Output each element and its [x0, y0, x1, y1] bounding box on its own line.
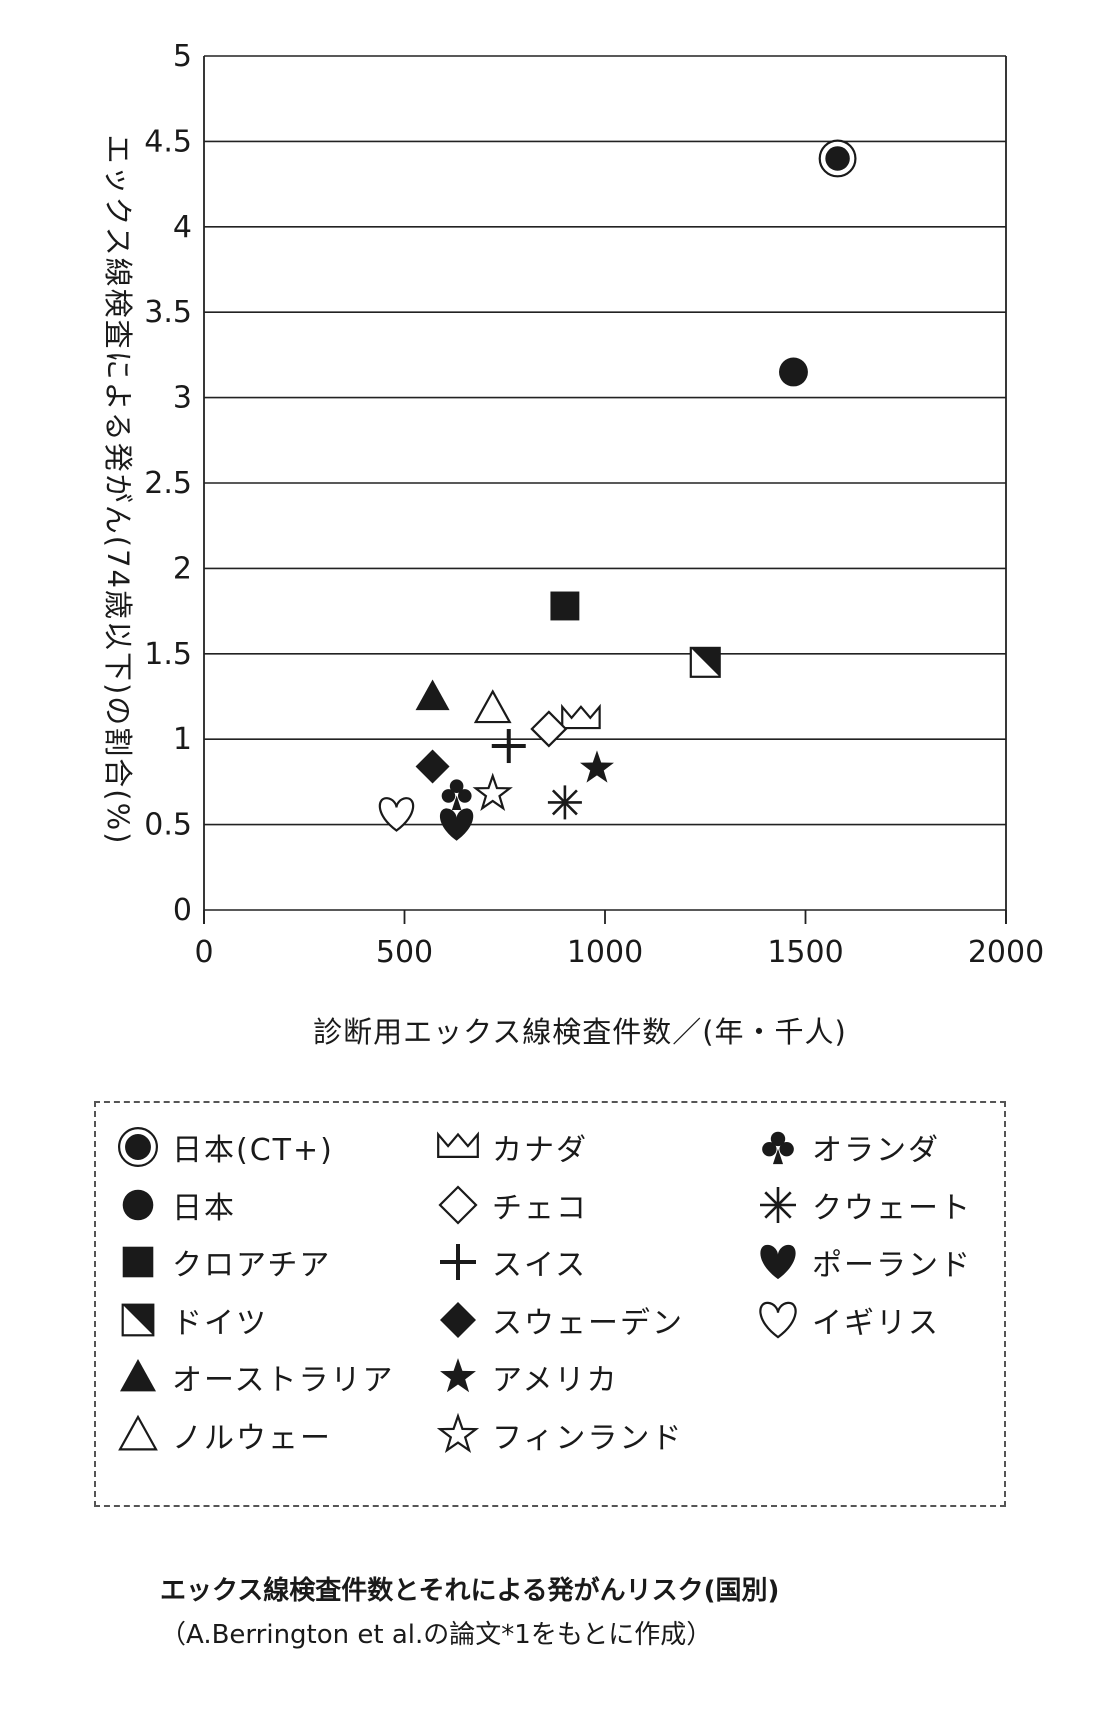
- x-axis-title: 診断用エックス線検査件数／(年・千人): [313, 1015, 847, 1049]
- legend-heart-icon: [760, 1244, 796, 1280]
- legend-label: チェコ: [492, 1190, 588, 1226]
- data-point-diamond-open: [530, 710, 568, 748]
- data-point-square: [550, 591, 580, 621]
- legend-item: オーストラリア: [114, 1352, 395, 1402]
- legend-item: スイス: [434, 1237, 587, 1287]
- y-tick-label: 0: [173, 893, 192, 928]
- legend-label: クロアチア: [172, 1248, 332, 1283]
- legend-label: フィンランド: [492, 1420, 684, 1456]
- legend-item: アメリカ: [434, 1352, 619, 1402]
- legend-diamond-open-icon: [438, 1184, 478, 1225]
- data-points: [378, 139, 857, 841]
- legend-label: ドイツ: [172, 1305, 268, 1341]
- legend-label: ポーランド: [812, 1248, 972, 1283]
- legend-item: スウェーデン: [434, 1295, 684, 1345]
- legend-label: 日本(CT+): [172, 1133, 334, 1168]
- data-point-circle-ring: [818, 139, 857, 178]
- y-tick-label: 4.5: [144, 124, 192, 159]
- legend-star-open-icon: [436, 1412, 480, 1453]
- y-tick-label: 3.5: [144, 295, 192, 330]
- data-point-club: [441, 779, 472, 811]
- legend-label: オランダ: [812, 1133, 940, 1168]
- legend-label: イギリス: [812, 1305, 940, 1341]
- legend-crown-icon: [437, 1131, 479, 1158]
- tick-labels: 0 0.5 1 1.5 2 2.5 3 3.5 4 4.5 5 0 500 1000 1500 2000: [144, 39, 1044, 970]
- legend-star-icon: [440, 1358, 476, 1393]
- legend-item: ドイツ: [114, 1295, 268, 1345]
- legend-square-icon: [122, 1246, 154, 1278]
- scatter-chart: 0 0.5 1 1.5 2 2.5 3 3.5 4 4.5 5 0 500 1000 1500 2000 エッ…: [101, 39, 1044, 1049]
- legend-label: 日本: [172, 1190, 236, 1226]
- legend-label: アメリカ: [492, 1363, 619, 1398]
- x-tick-label: 0: [194, 935, 213, 970]
- x-tick-label: 2000: [968, 935, 1044, 970]
- axes: [203, 56, 1007, 924]
- data-point-heart: [439, 808, 474, 841]
- legend-item: フィンランド: [434, 1410, 683, 1460]
- legend-circle-icon: [122, 1189, 154, 1220]
- legend-item: カナダ: [434, 1122, 588, 1172]
- legend-triangle-icon: [120, 1359, 156, 1392]
- legend-label: ノルウェー: [172, 1420, 332, 1456]
- legend-item: ノルウェー: [114, 1410, 332, 1460]
- legend-item: クロアチア: [114, 1237, 331, 1287]
- legend-item: ポーランド: [754, 1237, 972, 1287]
- y-tick-label: 1: [173, 722, 192, 757]
- y-tick-label: 2: [173, 551, 192, 586]
- data-point-plus: [491, 729, 526, 764]
- legend-label: クウェート: [812, 1190, 972, 1226]
- data-point-triangle-open: [473, 689, 512, 724]
- x-tick-label: 500: [376, 935, 433, 970]
- legend-item: クウェート: [754, 1180, 972, 1230]
- legend-diamond-icon: [440, 1301, 476, 1338]
- data-point-star: [580, 750, 614, 783]
- caption-source: （A.Berrington et al.の論文*1をもとに作成）: [160, 1620, 713, 1650]
- y-tick-label: 4: [173, 210, 192, 245]
- grid-lines: [204, 55, 1006, 911]
- legend-square-half-icon: [121, 1303, 155, 1336]
- x-tick-label: 1500: [767, 935, 843, 970]
- data-point-heart-open: [378, 797, 415, 832]
- legend-circle-ring-icon: [118, 1127, 158, 1167]
- legend-plus-icon: [440, 1244, 476, 1280]
- data-point-square-half: [689, 646, 721, 678]
- y-tick-label: 2.5: [144, 466, 192, 501]
- x-tick-label: 1000: [567, 935, 643, 970]
- legend-triangle-open-icon: [118, 1414, 158, 1450]
- legend-label: スイス: [492, 1248, 588, 1283]
- y-tick-label: 3: [173, 381, 192, 416]
- legend-item: オランダ: [754, 1122, 940, 1172]
- legend-label: スウェーデン: [492, 1305, 684, 1341]
- legend: 日本(CT+) 日本クロアチアドイツオーストラリア ノルウェー カナダチェコスイススウ…: [94, 1101, 1006, 1507]
- data-point-star-open: [472, 772, 513, 812]
- y-axis-title: エックス線検査による発がん(74歳以下)の割合(%): [101, 135, 135, 846]
- caption-title: エックス線検査件数とそれによる発がんリスク(国別): [160, 1576, 780, 1606]
- data-point-crown: [561, 703, 601, 730]
- data-point-asterisk: [547, 785, 582, 820]
- data-point-diamond: [415, 749, 450, 784]
- data-point-triangle: [415, 679, 450, 711]
- legend-item: 日本: [114, 1180, 236, 1230]
- legend-item: イギリス: [754, 1295, 940, 1345]
- legend-asterisk-icon: [760, 1186, 796, 1223]
- legend-club-icon: [762, 1131, 794, 1165]
- legend-item: チェコ: [434, 1180, 588, 1230]
- y-tick-label: 5: [173, 39, 192, 74]
- legend-label: オーストラリア: [172, 1363, 395, 1398]
- y-tick-label: 1.5: [144, 637, 192, 672]
- legend-item: 日本(CT+): [114, 1122, 334, 1172]
- legend-label: カナダ: [492, 1133, 588, 1168]
- data-point-circle: [779, 357, 808, 387]
- y-tick-label: 0.5: [144, 808, 192, 843]
- legend-heart-open-icon: [759, 1301, 797, 1338]
